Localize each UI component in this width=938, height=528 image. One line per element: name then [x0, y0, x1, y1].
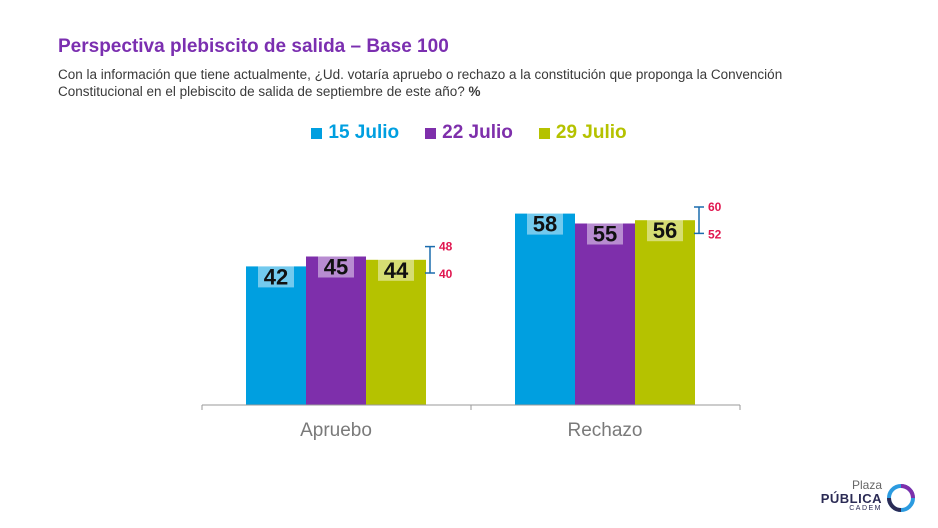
logo-swirl-icon [887, 484, 915, 512]
legend: 15 Julio 22 Julio 29 Julio [0, 122, 938, 144]
subtitle-question: Con la información que tiene actualmente… [58, 67, 783, 99]
label-bg-rechazo-1 [527, 212, 563, 235]
label-bg-apruebo-3 [378, 258, 414, 281]
error-high-label-apruebo: 48 [439, 240, 453, 254]
error-low-label-apruebo: 40 [439, 267, 453, 281]
legend-item-3: 29 Julio [538, 122, 627, 144]
legend-swatch-2 [425, 127, 437, 139]
legend-label-2: 22 Julio [442, 122, 513, 143]
chart-title: Perspectiva plebiscito de salida – Base … [58, 36, 449, 57]
label-bg-apruebo-2 [318, 255, 354, 278]
bar-apruebo-2 [306, 256, 366, 405]
category-label-rechazo: Rechazo [568, 420, 643, 441]
data-label-rechazo-1: 58 [533, 212, 557, 237]
label-bg-rechazo-3 [647, 219, 683, 242]
bar-apruebo-3 [366, 259, 426, 405]
legend-swatch-1 [311, 127, 323, 139]
data-label-apruebo-2: 45 [324, 255, 348, 280]
legend-label-1: 15 Julio [328, 122, 400, 143]
logo-text-publica: PÚBLICA [820, 491, 882, 506]
bar-apruebo-1 [246, 266, 306, 405]
legend-item-2: 22 Julio [425, 122, 513, 144]
logo-text-plaza: Plaza [851, 478, 882, 492]
label-bg-apruebo-1 [258, 265, 294, 288]
data-label-rechazo-3: 56 [653, 218, 677, 243]
plaza-publica-logo: Plaza PÚBLICA CADEM [808, 478, 918, 518]
label-bg-rechazo-2 [587, 222, 623, 245]
error-low-label-rechazo: 52 [708, 227, 722, 241]
bar-rechazo-3 [635, 220, 695, 405]
error-high-label-rechazo: 60 [708, 200, 722, 214]
category-label-apruebo: Apruebo [300, 420, 372, 441]
data-label-apruebo-1: 42 [264, 264, 288, 289]
data-label-apruebo-3: 44 [384, 258, 409, 283]
legend-swatch-3 [538, 127, 550, 139]
data-label-rechazo-2: 55 [593, 222, 617, 247]
legend-item-1: 15 Julio [311, 122, 399, 144]
subtitle-unit: % [468, 84, 481, 99]
legend-label-3: 29 Julio [555, 122, 627, 143]
bar-rechazo-2 [575, 223, 635, 405]
bar-rechazo-1 [515, 213, 575, 405]
chart-subtitle: Con la información que tiene actualmente… [58, 66, 848, 100]
logo-text-cadem: CADEM [849, 505, 882, 512]
